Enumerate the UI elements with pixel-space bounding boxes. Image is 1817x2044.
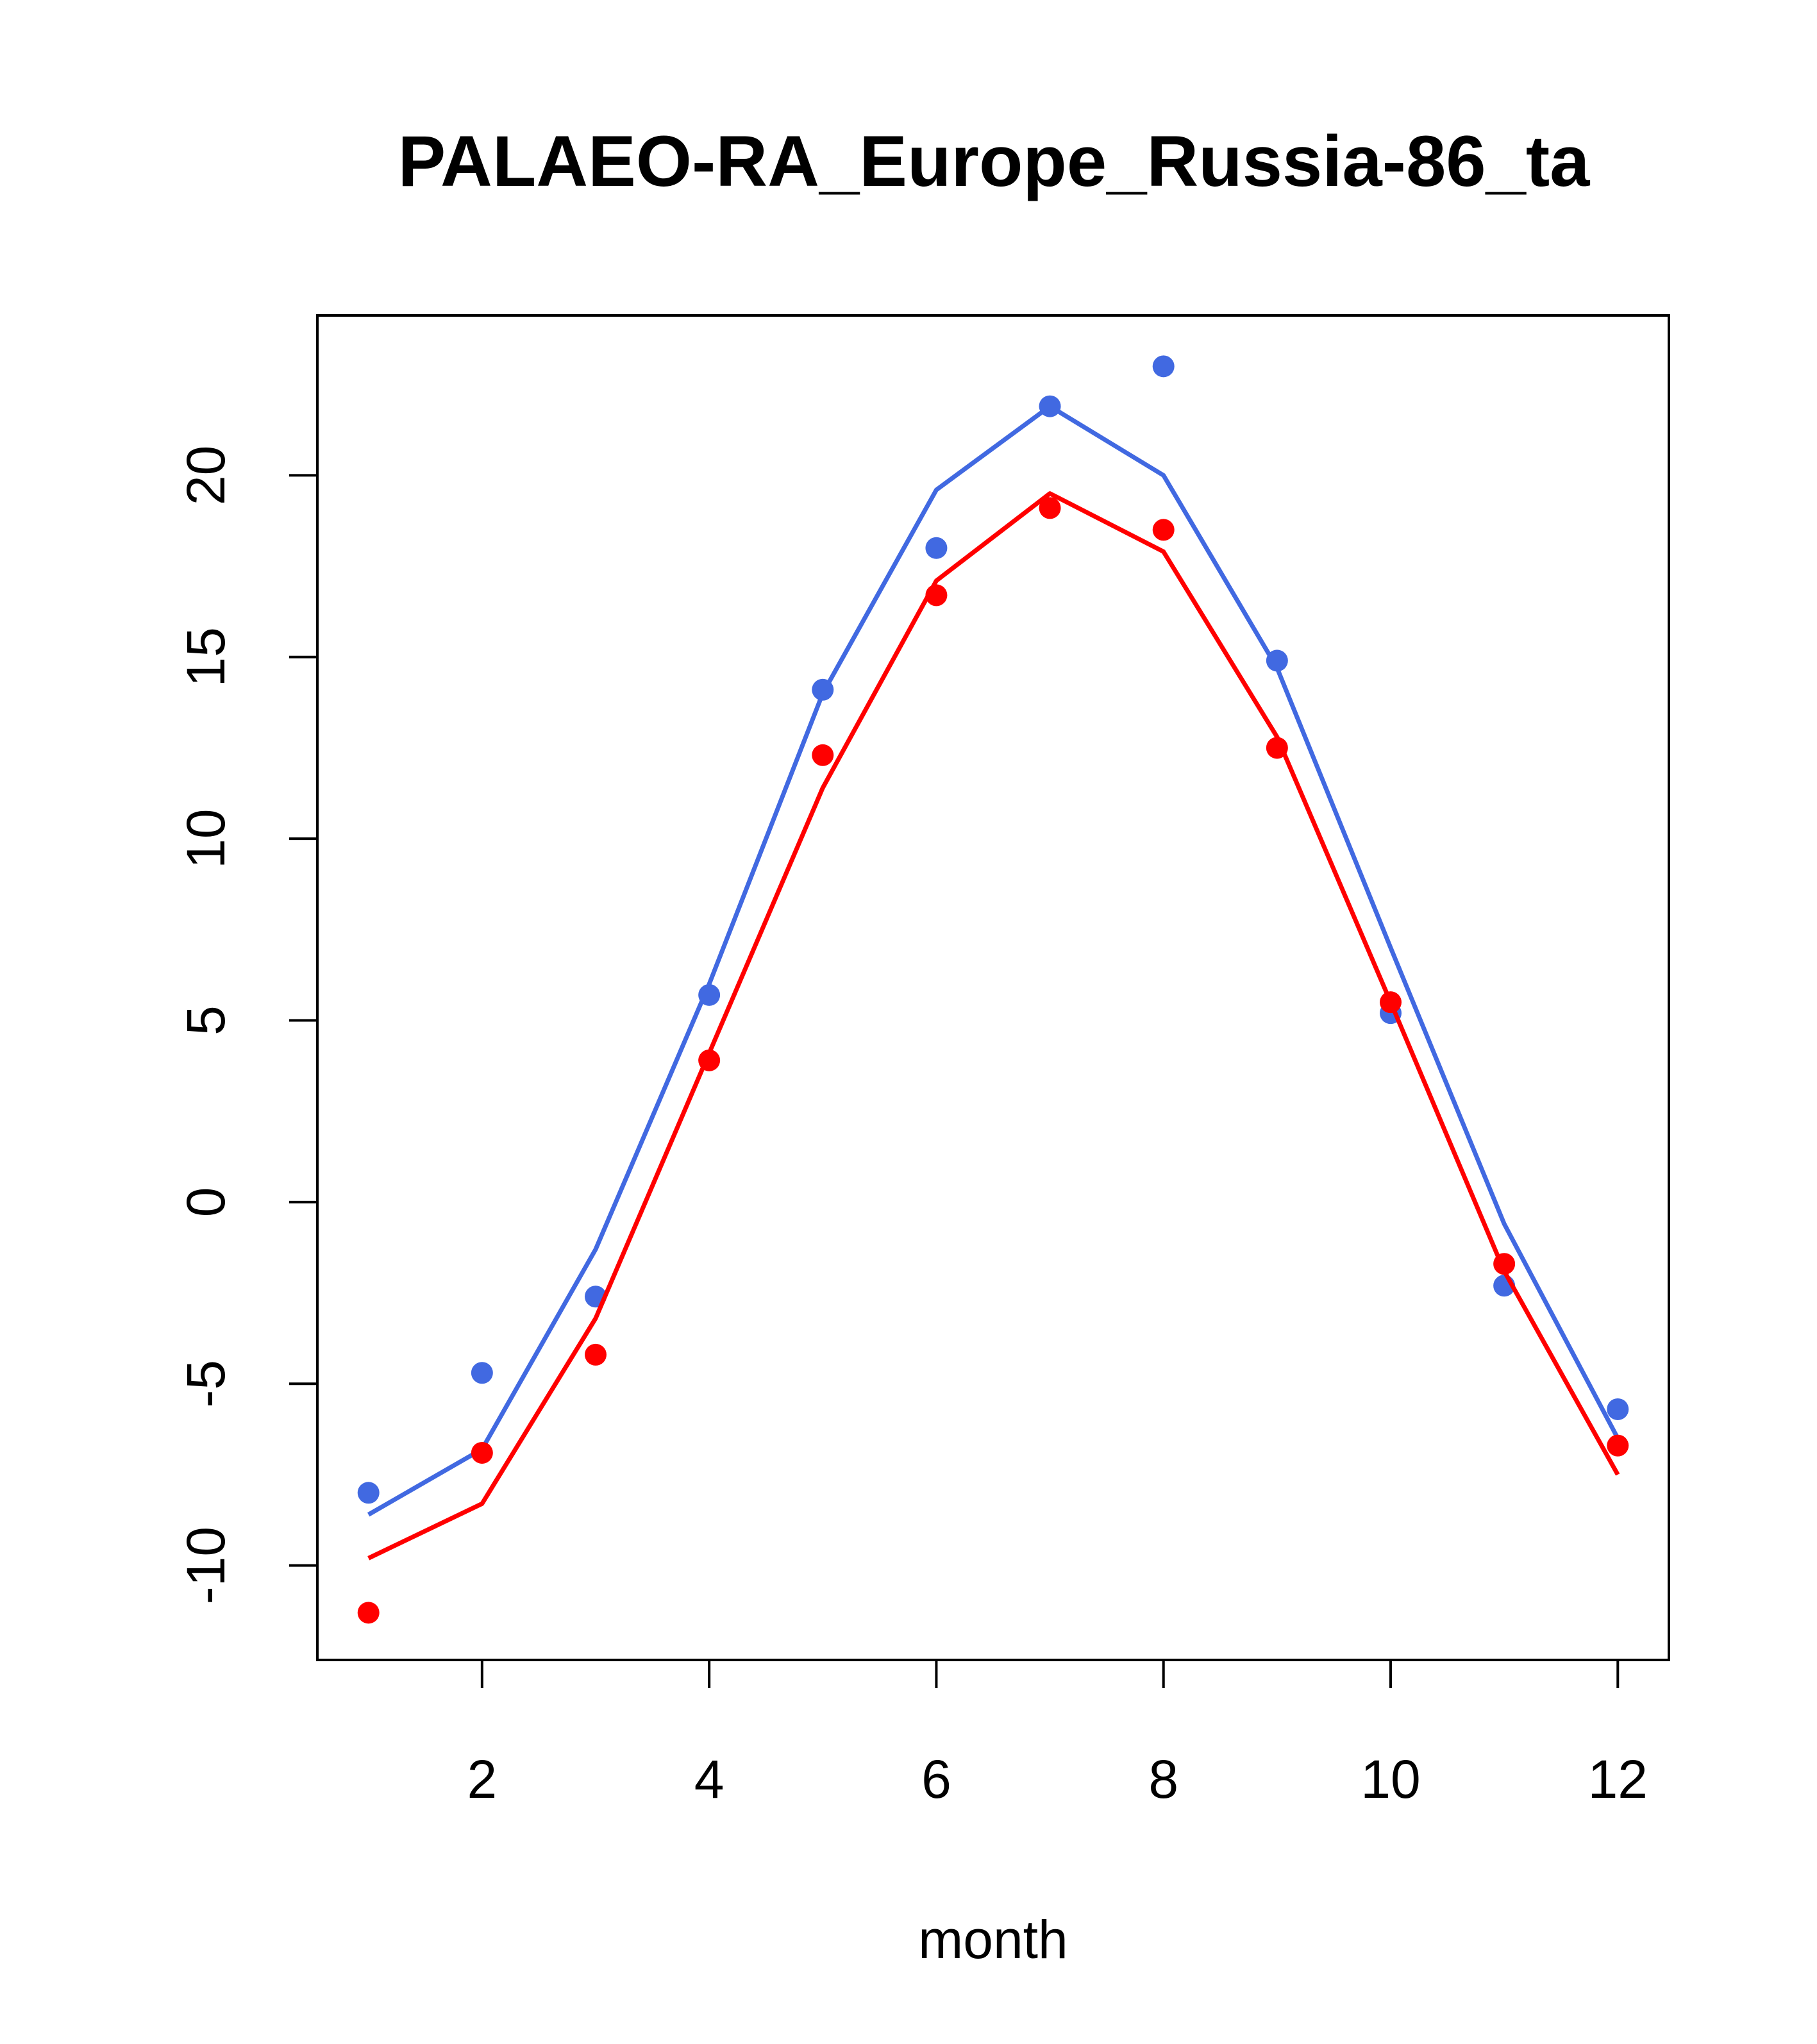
series-1-point-8 [1152, 355, 1175, 378]
y-tick-label-0: 0 [176, 1187, 236, 1218]
series-2-point-9 [1266, 737, 1288, 759]
x-tick-label-10: 10 [1361, 1749, 1420, 1809]
series-2-point-7 [1039, 497, 1061, 519]
y-tick-label-20: 20 [176, 446, 236, 505]
series-1 [357, 355, 1629, 1517]
series-1-point-6 [925, 537, 948, 559]
series-1-point-1 [357, 1482, 380, 1504]
series-2-point-2 [471, 1441, 493, 1464]
x-tick-label-4: 4 [694, 1749, 724, 1809]
series-1-point-7 [1039, 395, 1061, 417]
x-tick-label-12: 12 [1588, 1749, 1648, 1809]
series-2 [357, 491, 1629, 1624]
y-tick-label-10: 10 [176, 808, 236, 868]
x-tick-label-6: 6 [921, 1749, 951, 1809]
y-axis: -10 -5 0 5 10 15 20 [176, 446, 317, 1604]
series-2-point-1 [357, 1602, 380, 1624]
series-2-point-11 [1493, 1253, 1516, 1275]
x-tick-label-2: 2 [467, 1749, 497, 1809]
series-1-line [367, 404, 1620, 1517]
series-1-point-9 [1266, 649, 1288, 672]
series-1-point-5 [812, 678, 834, 701]
x-tick-label-8: 8 [1148, 1749, 1178, 1809]
series-layer [357, 355, 1629, 1624]
series-1-point-4 [698, 984, 721, 1006]
series-2-point-6 [925, 584, 948, 607]
y-tick-label-15: 15 [176, 627, 236, 687]
y-tick-label-5: 5 [176, 1005, 236, 1035]
chart-title: PALAEO-RA_Europe_Russia-86_ta [398, 121, 1591, 201]
series-2-point-5 [812, 744, 834, 766]
series-2-point-10 [1380, 991, 1402, 1014]
x-axis: 2 4 6 8 10 12 [467, 1660, 1648, 1809]
series-2-point-3 [585, 1343, 607, 1366]
series-2-line [367, 491, 1620, 1561]
y-tick-label--5: -5 [176, 1360, 236, 1408]
x-axis-label: month [918, 1909, 1068, 1970]
series-2-point-8 [1152, 519, 1175, 541]
plot-frame [316, 314, 1670, 1661]
series-1-point-2 [471, 1362, 493, 1384]
y-tick-label--10: -10 [176, 1527, 236, 1604]
series-1-point-12 [1607, 1398, 1629, 1420]
series-2-point-4 [698, 1049, 721, 1071]
series-2-point-12 [1607, 1434, 1629, 1457]
